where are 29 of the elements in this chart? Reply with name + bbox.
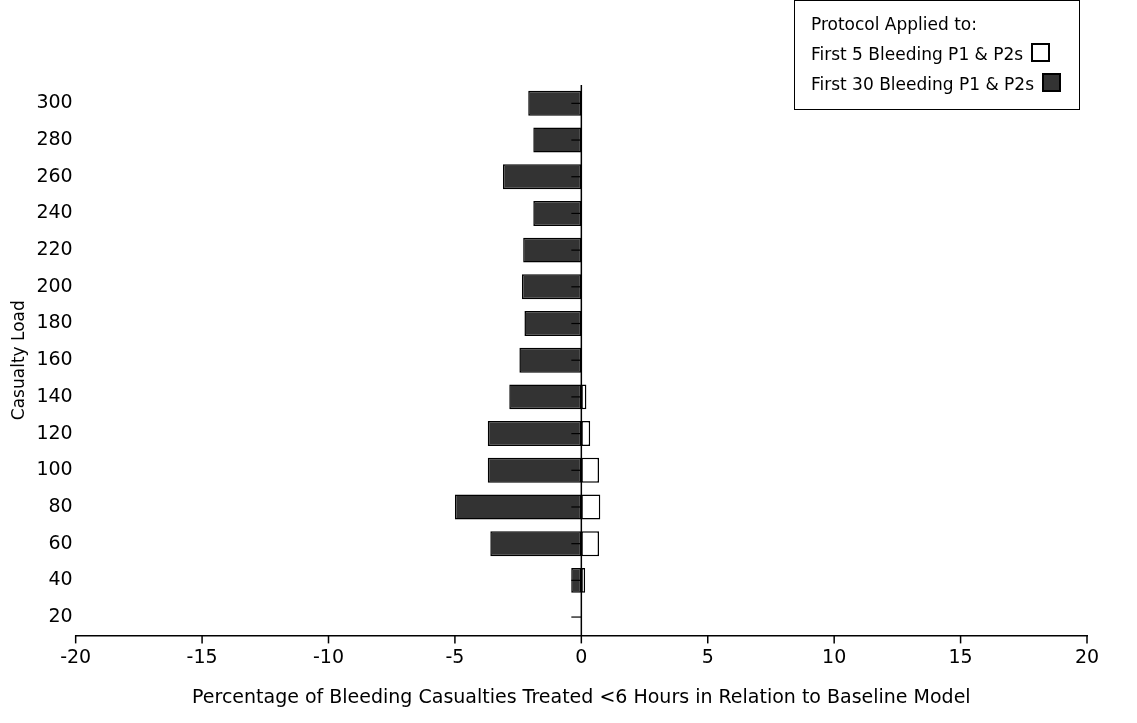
y-tick-label: 40 <box>48 567 73 590</box>
x-axis-title: Percentage of Bleeding Casualties Treated <6 Hours in Relation to Baseline Model <box>192 684 971 707</box>
y-tick-label: 240 <box>36 200 73 223</box>
x-tick-label: 0 <box>575 644 588 667</box>
y-tick-label: 140 <box>36 383 73 406</box>
x-tick-label: 15 <box>948 644 973 667</box>
y-tick-label: 100 <box>36 457 73 480</box>
y-tick-label: 300 <box>36 90 73 113</box>
y-tick-label: 80 <box>48 493 73 516</box>
legend-label: First 30 Bleeding P1 & P2s <box>810 74 1034 94</box>
x-tick-label: -15 <box>186 644 218 667</box>
x-tick-label: 20 <box>1074 644 1100 667</box>
y-tick-label: 160 <box>36 347 73 370</box>
y-tick-label: 280 <box>36 126 73 149</box>
y-tick-label: 20 <box>48 603 73 626</box>
legend-title: Protocol Applied to: <box>810 13 978 36</box>
x-tick-label: 10 <box>822 644 847 667</box>
legend-box: Protocol Applied to: First 5 Bleeding P1 & P2s First 30 Bleeding P1 & P2s <box>793 0 1080 110</box>
y-tick-label: 220 <box>36 237 73 260</box>
y-tick-label: 60 <box>48 530 73 553</box>
y-tick-label: 180 <box>36 310 73 333</box>
x-tick-label: -20 <box>60 644 92 667</box>
y-axis-title: Casualty Load <box>7 300 28 421</box>
y-tick-label: 260 <box>36 163 73 186</box>
x-tick-label: 5 <box>701 644 714 667</box>
y-tick-label: 120 <box>36 420 73 443</box>
x-tick-label: -5 <box>445 644 465 667</box>
y-tick-label: 200 <box>36 273 73 296</box>
x-tick-label: -10 <box>312 644 345 667</box>
